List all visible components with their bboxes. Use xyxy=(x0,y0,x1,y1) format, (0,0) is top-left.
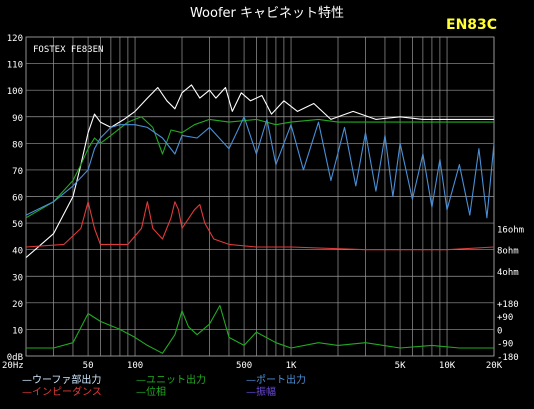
y-right-tick-label: -180 xyxy=(497,353,519,363)
driver-label: FOSTEX FE83EN xyxy=(33,45,103,55)
series-line xyxy=(25,84,494,259)
series-layer xyxy=(25,84,495,354)
y-left-tick-label: 0dB xyxy=(7,353,23,363)
legend-item: —ポート出力 xyxy=(246,373,306,386)
y-left-tick-label: 60 xyxy=(12,194,23,204)
y-left-tick-label: 40 xyxy=(12,247,23,257)
series-line xyxy=(25,201,495,251)
plot-frame xyxy=(25,36,495,357)
model-badge: EN83C xyxy=(446,17,497,33)
y-left-tick-label: 120 xyxy=(7,34,23,44)
y-left-tick-label: 100 xyxy=(7,87,23,97)
x-tick-label: 20Hz xyxy=(2,361,24,371)
y-right-tick-label: +90 xyxy=(497,313,513,323)
y-left-tick-label: 70 xyxy=(12,167,23,177)
y-right-tick-label: 4ohm xyxy=(497,268,519,278)
x-tick-label: 10K xyxy=(439,361,456,371)
x-tick-label: 50 xyxy=(83,361,94,371)
chart-title: Woofer キャビネット特性 xyxy=(190,6,344,21)
y-right-tick-label: 8ohm xyxy=(497,247,519,257)
series-line xyxy=(26,304,494,354)
y-left-tick-label: 90 xyxy=(12,114,23,124)
y-right-tick-label: +180 xyxy=(497,300,519,310)
x-tick-label: 20K xyxy=(486,361,503,371)
y-right-tick-label: 16ohm xyxy=(497,225,524,235)
y-left-tick-label: 20 xyxy=(12,300,23,310)
y-left-tick-label: 10 xyxy=(12,326,23,336)
legend-item: —振幅 xyxy=(246,385,276,398)
legend-item: —ウーファ部出力 xyxy=(22,373,101,386)
y-right-tick-label: 0 xyxy=(497,326,502,336)
series-line xyxy=(25,116,494,219)
legend-item: —ユニット出力 xyxy=(136,373,206,386)
x-tick-label: 1K xyxy=(286,361,297,371)
y-left-tick-label: 110 xyxy=(7,61,23,71)
legend: —ウーファ部出力 —ユニット出力 —ポート出力 —インピーダンス —位相 —振幅 xyxy=(22,373,306,398)
legend-item: —インピーダンス xyxy=(22,385,102,398)
series-line xyxy=(25,116,495,219)
legend-item: —位相 xyxy=(136,385,166,398)
y-left-tick-label: 80 xyxy=(12,140,23,150)
axis-labels: 0dB 10 20 30 40 50 60 70 80 90 100 110 120 20Hz 50 100 5… xyxy=(2,34,524,371)
x-tick-label: 100 xyxy=(127,361,143,371)
x-tick-label: 5K xyxy=(395,361,406,371)
y-right-tick-label: -90 xyxy=(497,340,513,350)
grid xyxy=(25,36,495,357)
y-left-tick-label: 30 xyxy=(12,273,23,283)
y-left-tick-label: 50 xyxy=(12,220,23,230)
x-tick-label: 500 xyxy=(236,361,252,371)
